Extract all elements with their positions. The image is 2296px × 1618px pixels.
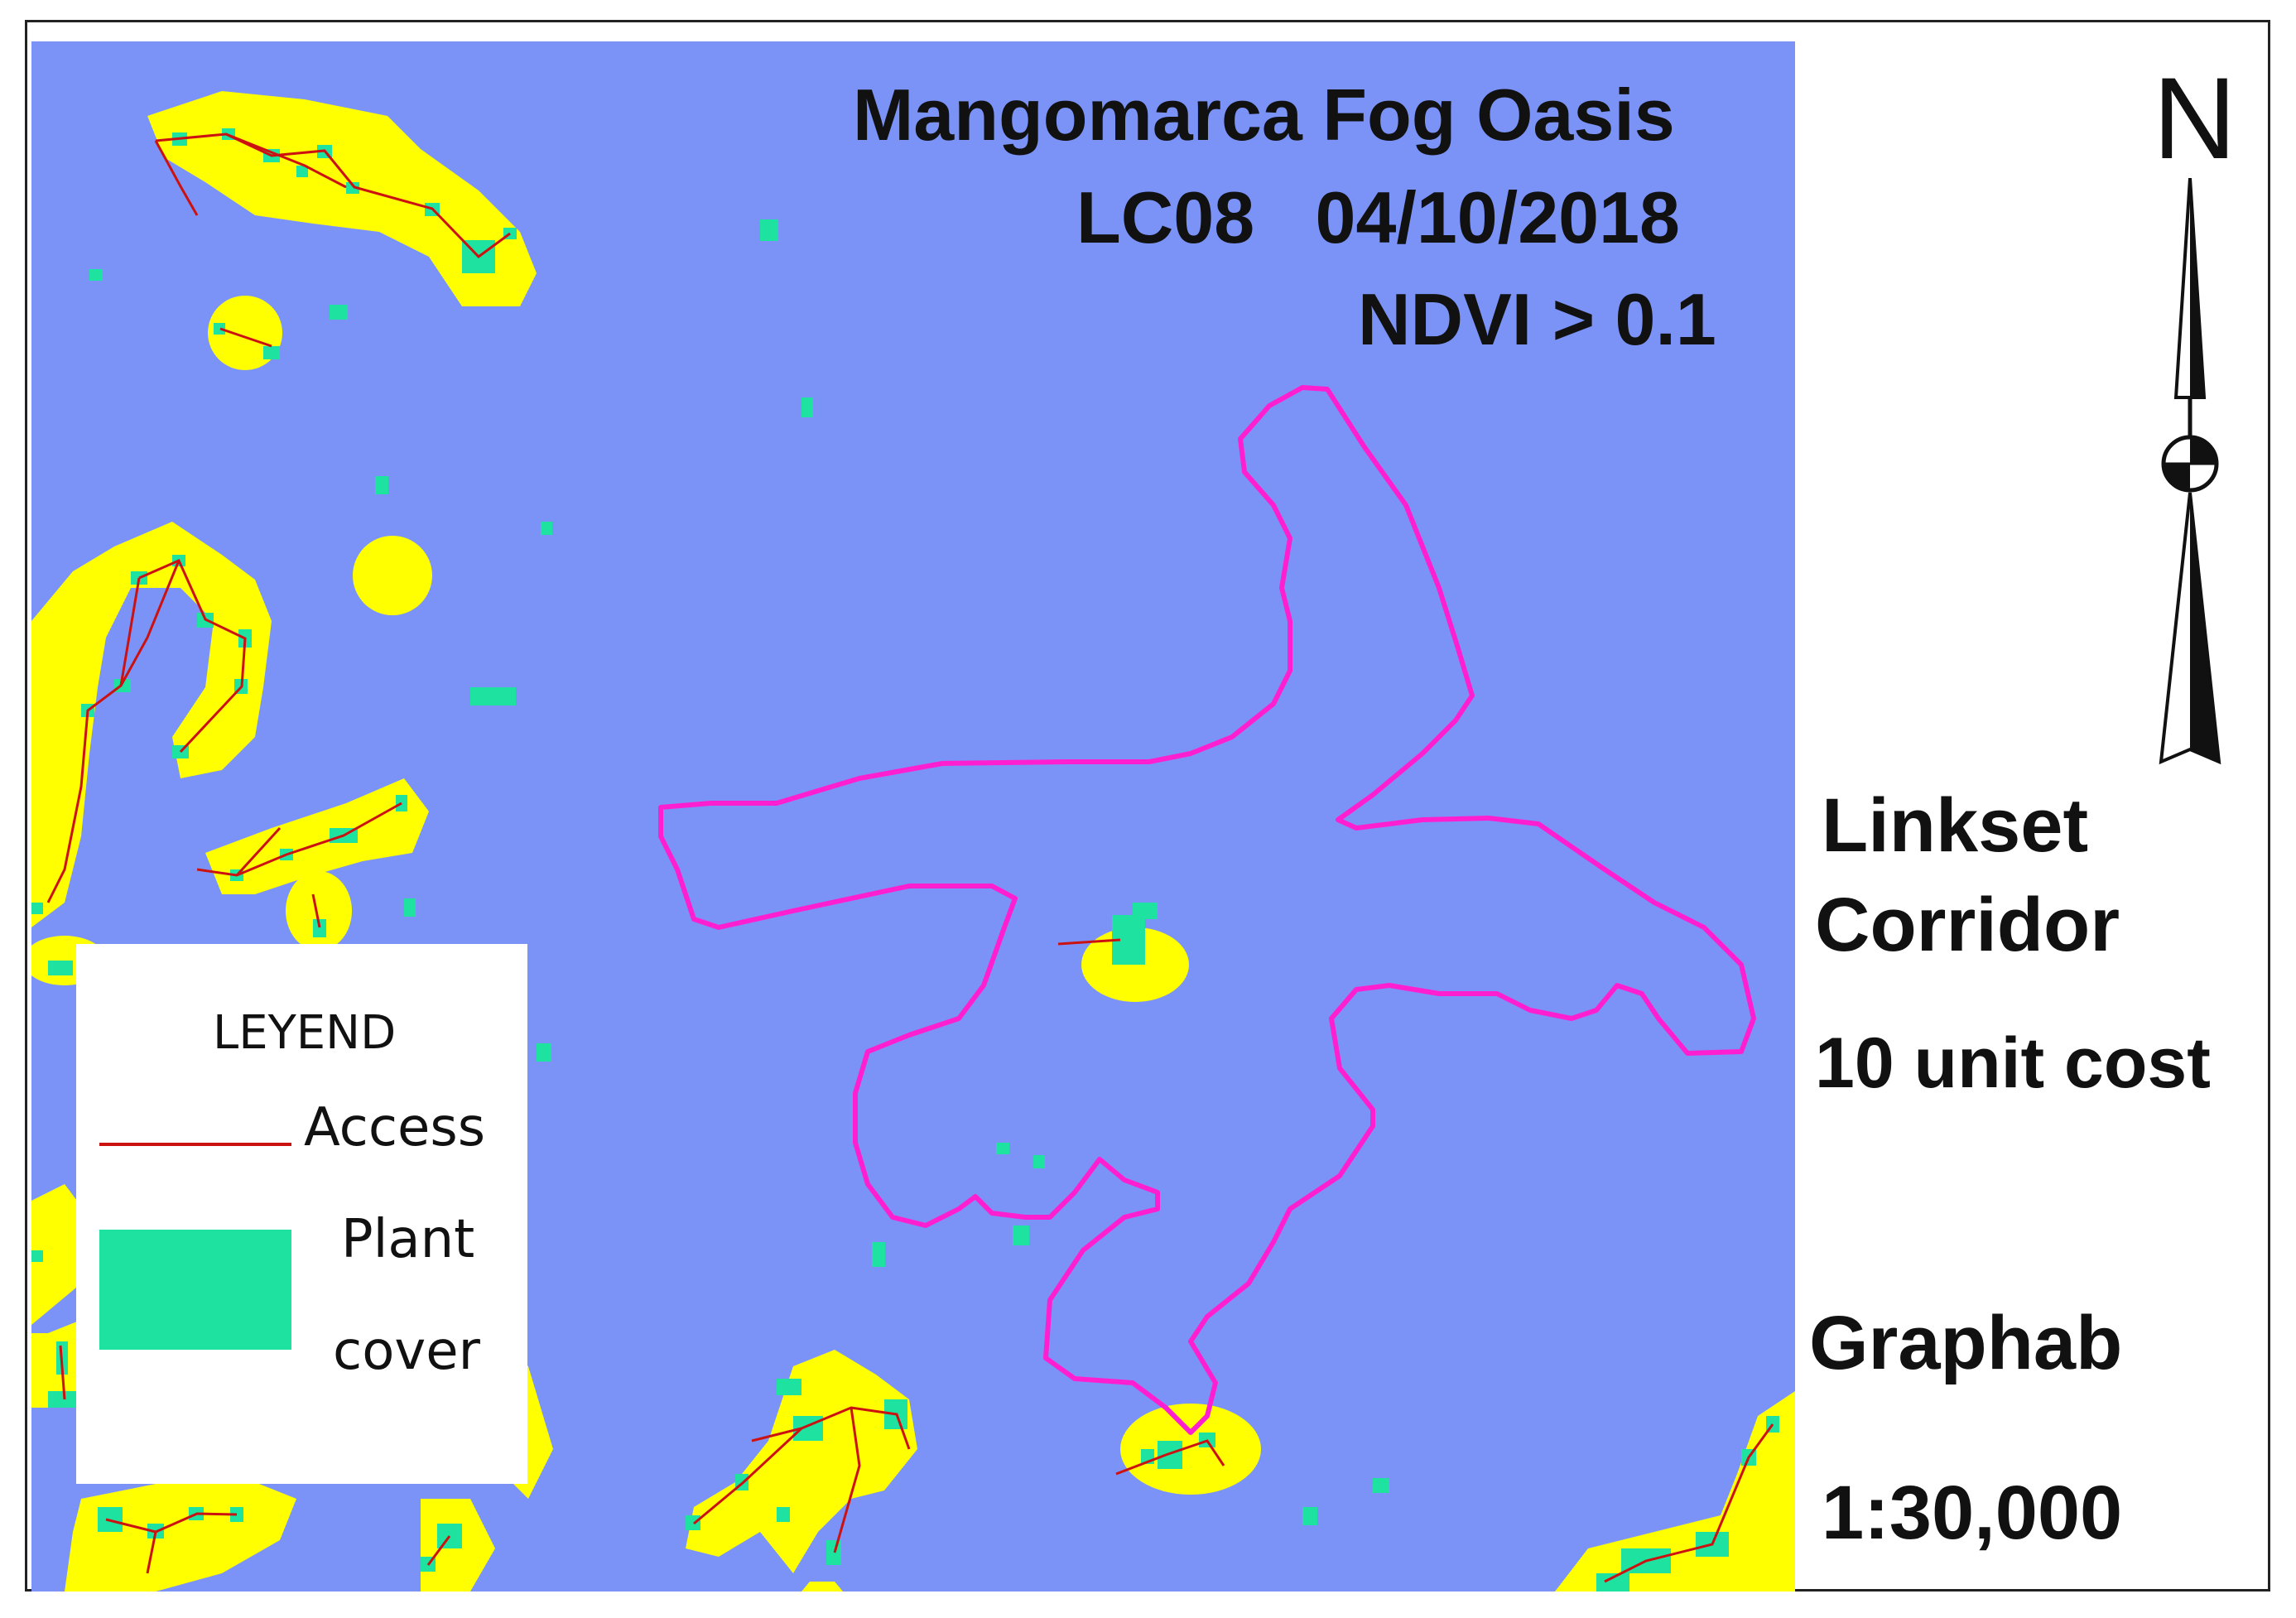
map-title: Mangomarca Fog Oasis bbox=[853, 74, 1675, 156]
legend-access-label: Access bbox=[304, 1097, 486, 1158]
scale-label: 1:30,000 bbox=[1822, 1471, 2123, 1555]
oasis-boundary bbox=[658, 385, 1756, 1435]
legend-plant-swatch bbox=[99, 1230, 291, 1350]
corridor-label: Corridor bbox=[1815, 883, 2120, 967]
software-label: Graphab bbox=[1809, 1301, 2123, 1385]
north-arrow-icon bbox=[2153, 177, 2227, 778]
north-label: N bbox=[2153, 53, 2237, 183]
ndvi-threshold: NDVI > 0.1 bbox=[1358, 278, 1716, 360]
sensor-date: LC08 04/10/2018 bbox=[1076, 176, 1680, 258]
legend-title: LEYEND bbox=[213, 1006, 397, 1060]
access-links bbox=[46, 132, 1774, 1583]
linkset-label: Linkset bbox=[1822, 783, 2089, 868]
legend-access-line bbox=[99, 1143, 291, 1146]
legend: LEYEND Access Plant cover bbox=[76, 944, 527, 1484]
legend-cover-label: cover bbox=[333, 1321, 480, 1382]
legend-plant-label: Plant bbox=[341, 1209, 475, 1270]
cost-label: 10 unit cost bbox=[1815, 1023, 2211, 1103]
